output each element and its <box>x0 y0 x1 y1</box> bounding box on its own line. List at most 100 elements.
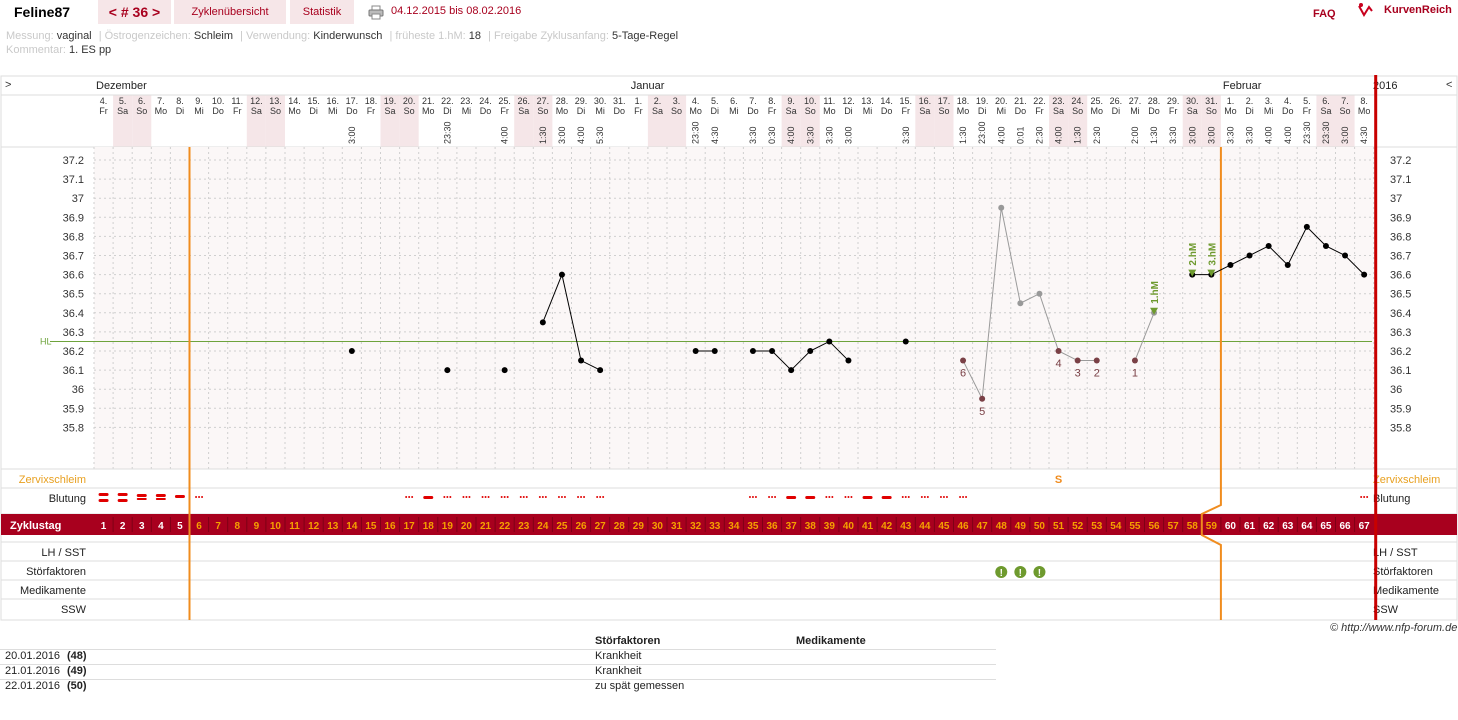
weekend-shade <box>915 95 935 147</box>
cycle-day-number: 9 <box>254 521 260 532</box>
temperature-point <box>1265 242 1272 249</box>
notes-row-line <box>0 664 996 665</box>
day-weekday: Mi <box>595 106 605 116</box>
note-disturbance: zu spät gemessen <box>595 680 685 692</box>
day-weekday: So <box>136 106 147 116</box>
day-date: 13. <box>269 96 282 106</box>
temperature-point <box>998 204 1005 211</box>
plot-area <box>94 147 1375 469</box>
y-tick-label-right: 36.1 <box>1390 365 1411 377</box>
temperature-point <box>845 357 852 364</box>
disturbance-icon-glyph: ! <box>1000 568 1003 579</box>
day-time: 3:30 <box>901 126 911 144</box>
spotting-dot <box>748 496 751 498</box>
y-tick-label-right: 37.2 <box>1390 155 1411 167</box>
day-weekday: Mi <box>729 106 739 116</box>
temperature-point <box>1361 271 1368 278</box>
day-date: 6. <box>730 96 738 106</box>
temperature-line <box>962 207 1097 401</box>
day-date: 31. <box>1205 96 1218 106</box>
month-label: Januar <box>631 80 665 92</box>
day-date: 30. <box>1186 96 1199 106</box>
cycle-day-number: 62 <box>1263 521 1275 532</box>
day-date: 23. <box>460 96 473 106</box>
day-weekday: So <box>1072 106 1083 116</box>
cycle-day-number: 66 <box>1339 521 1351 532</box>
day-date: 2. <box>654 96 662 106</box>
weekend-shade <box>667 95 687 147</box>
cycle-day-number: 47 <box>977 521 989 532</box>
weekend-shade <box>1201 95 1221 147</box>
day-date: 7. <box>749 96 757 106</box>
cycle-day-number: 49 <box>1015 521 1027 532</box>
temperature-point <box>711 348 718 354</box>
cycle-day-number: 67 <box>1359 521 1371 532</box>
day-weekday: Mo <box>689 106 702 116</box>
cycle-day-bar <box>1 514 1457 535</box>
temperature-point <box>1017 300 1024 307</box>
day-weekday: Fr <box>1169 106 1178 116</box>
low-temp-count-label: 6 <box>960 368 966 380</box>
day-time: 2:30 <box>1092 126 1102 144</box>
spotting-dot <box>560 496 563 498</box>
kurvenreich-logo-text[interactable]: KurvenReich <box>1384 4 1452 16</box>
cycle-day-number: 6 <box>196 521 202 532</box>
day-date: 9. <box>787 96 795 106</box>
cycle-day-number: 36 <box>766 521 778 532</box>
day-weekday: Fr <box>768 106 777 116</box>
weekend-shade <box>1182 95 1202 147</box>
printer-icon[interactable] <box>368 5 384 20</box>
y-tick-label: 35.9 <box>63 403 84 415</box>
username-tab[interactable]: Feline87 <box>0 0 95 24</box>
spotting-dot <box>945 496 948 498</box>
day-weekday: Do <box>212 106 224 116</box>
hm-marker <box>1188 269 1197 277</box>
day-weekday: Mo <box>556 106 569 116</box>
day-time: 23:00 <box>977 121 987 144</box>
spotting-dot <box>599 496 602 498</box>
note-date: 20.01.2016 <box>5 650 61 662</box>
y-tick-label: 36.6 <box>63 270 84 282</box>
day-weekday: Mo <box>823 106 836 116</box>
disturbance-icon <box>1033 566 1046 578</box>
temperature-point <box>578 357 585 364</box>
day-time: 2:30 <box>1034 126 1044 144</box>
day-weekday: Sa <box>117 106 128 116</box>
tab-statistics[interactable]: Statistik <box>290 0 354 24</box>
day-date: 27. <box>1129 96 1142 106</box>
bleeding-heavy-mark <box>117 493 128 496</box>
cycle-day-number: 50 <box>1034 521 1046 532</box>
day-time: 4:00 <box>996 126 1006 144</box>
day-weekday: Sa <box>251 106 262 116</box>
cycle-day-number: 38 <box>805 521 817 532</box>
day-date: 16. <box>326 96 339 106</box>
bleeding-heavy-mark <box>117 499 128 502</box>
spotting-dot <box>959 496 962 498</box>
temperature-point <box>788 367 795 374</box>
temperature-point <box>1036 290 1043 297</box>
spotting-dot <box>500 496 503 498</box>
cycle-nav[interactable]: < # 36 > <box>98 0 171 24</box>
spotting-dot <box>771 496 774 498</box>
row-label-disturb: Störfaktoren <box>26 566 86 578</box>
tab-cycle-overview[interactable]: Zyklenübersicht <box>174 0 286 24</box>
day-weekday: Sa <box>786 106 797 116</box>
temperature-point <box>1093 357 1100 364</box>
y-tick-label: 37 <box>72 193 84 205</box>
spotting-dot <box>602 496 605 498</box>
y-tick-label: 36.1 <box>63 365 84 377</box>
cycle-day-number: 1 <box>101 521 107 532</box>
cycle-day-number: 55 <box>1129 521 1141 532</box>
spotting-dot <box>768 496 771 498</box>
day-time: 4:00 <box>500 126 510 144</box>
day-time: 23:30 <box>1302 121 1312 144</box>
day-time: 3:00 <box>557 126 567 144</box>
day-date: 8. <box>1360 96 1368 106</box>
day-weekday: Fr <box>634 106 643 116</box>
cycle-day-number: 48 <box>996 521 1008 532</box>
faq-link[interactable]: FAQ <box>1313 8 1336 20</box>
day-date: 16. <box>919 96 932 106</box>
day-weekday: Di <box>443 106 452 116</box>
spotting-dot <box>577 496 580 498</box>
day-weekday: Mi <box>863 106 873 116</box>
